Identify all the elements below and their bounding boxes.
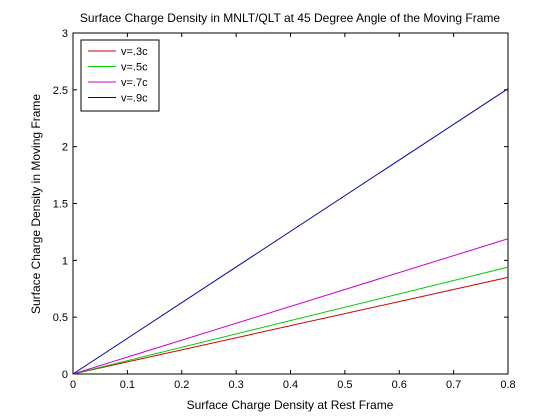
series-line <box>72 276 509 375</box>
legend-label: v=.9c <box>121 93 148 105</box>
x-tick-label: 0.8 <box>500 379 515 391</box>
y-tick-label: 1 <box>62 255 68 267</box>
y-tick-label: 1.5 <box>53 199 68 211</box>
x-tick-label: 0.3 <box>228 379 243 391</box>
legend-label: v=.5c <box>121 62 148 74</box>
series-line <box>72 266 509 375</box>
x-axis-label: Surface Charge Density at Rest Frame <box>187 398 394 412</box>
y-tick-label: 2 <box>62 142 68 154</box>
x-tick-label: 0.6 <box>392 379 407 391</box>
y-tick-label: 0.5 <box>53 312 68 324</box>
y-axis-label: Surface Charge Density in Moving Frame <box>29 94 43 314</box>
x-tick-label: 0.2 <box>174 379 189 391</box>
x-tick-label: 0.1 <box>120 379 135 391</box>
chart-title: Surface Charge Density in MNLT/QLT at 45… <box>80 11 501 25</box>
series-line <box>72 238 509 375</box>
y-tick-label: 0 <box>62 369 68 381</box>
x-tick-label: 0.4 <box>283 379 298 391</box>
legend-box <box>80 39 160 112</box>
legend-label: v=.7c <box>121 77 148 89</box>
y-tick-label: 3 <box>62 28 68 40</box>
x-tick-label: 0.7 <box>446 379 461 391</box>
y-tick-label: 2.5 <box>53 85 68 97</box>
series-line <box>72 88 509 375</box>
x-tick-label: 0 <box>70 379 76 391</box>
x-tick-label: 0.5 <box>337 379 352 391</box>
plot-area: 0 0.1 0.2 0.3 0.4 0.5 0.6 0.7 0.8 0 0.5 1 1.5 2 2.5 3 v=… <box>53 28 516 391</box>
legend-label: v=.3c <box>121 46 148 58</box>
